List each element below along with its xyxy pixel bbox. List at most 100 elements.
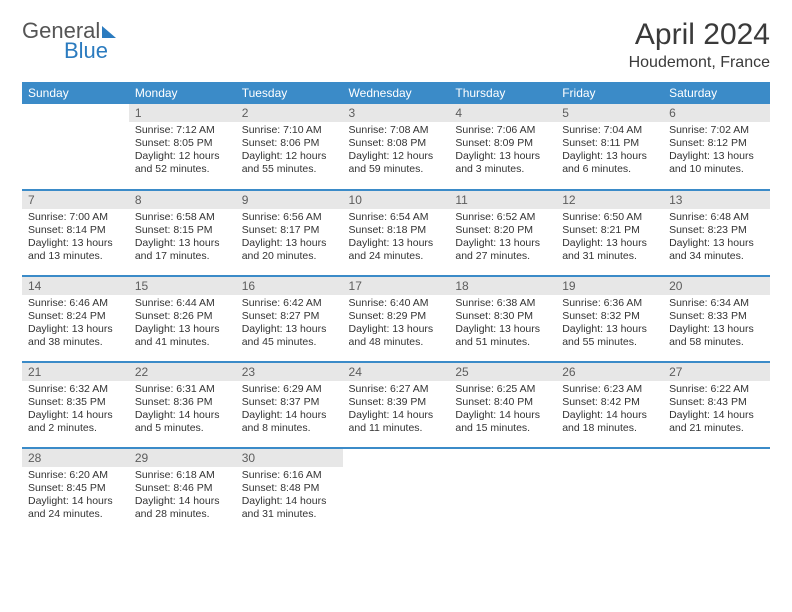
- day-number: 11: [449, 191, 556, 209]
- calendar-cell: [343, 448, 450, 534]
- day-number: 10: [343, 191, 450, 209]
- day-details: Sunrise: 6:56 AMSunset: 8:17 PMDaylight:…: [236, 209, 343, 268]
- brand-triangle-icon: [102, 26, 116, 38]
- calendar-body: 1Sunrise: 7:12 AMSunset: 8:05 PMDaylight…: [22, 104, 770, 534]
- calendar-cell: 8Sunrise: 6:58 AMSunset: 8:15 PMDaylight…: [129, 190, 236, 276]
- calendar-cell: 5Sunrise: 7:04 AMSunset: 8:11 PMDaylight…: [556, 104, 663, 190]
- day-number: 16: [236, 277, 343, 295]
- day-number: 12: [556, 191, 663, 209]
- calendar-week-row: 21Sunrise: 6:32 AMSunset: 8:35 PMDayligh…: [22, 362, 770, 448]
- calendar-cell: 10Sunrise: 6:54 AMSunset: 8:18 PMDayligh…: [343, 190, 450, 276]
- calendar-cell: 11Sunrise: 6:52 AMSunset: 8:20 PMDayligh…: [449, 190, 556, 276]
- calendar-week-row: 1Sunrise: 7:12 AMSunset: 8:05 PMDaylight…: [22, 104, 770, 190]
- weekday-header: Sunday: [22, 82, 129, 104]
- day-details: Sunrise: 6:58 AMSunset: 8:15 PMDaylight:…: [129, 209, 236, 268]
- day-number: 5: [556, 104, 663, 122]
- calendar-cell: 7Sunrise: 7:00 AMSunset: 8:14 PMDaylight…: [22, 190, 129, 276]
- calendar-cell: 21Sunrise: 6:32 AMSunset: 8:35 PMDayligh…: [22, 362, 129, 448]
- day-number: 25: [449, 363, 556, 381]
- day-number: 26: [556, 363, 663, 381]
- day-details: Sunrise: 6:34 AMSunset: 8:33 PMDaylight:…: [663, 295, 770, 354]
- day-number: 21: [22, 363, 129, 381]
- day-details: Sunrise: 6:32 AMSunset: 8:35 PMDaylight:…: [22, 381, 129, 440]
- location-label: Houdemont, France: [629, 54, 770, 72]
- brand-logo: General Blue: [22, 18, 117, 64]
- day-number: 30: [236, 449, 343, 467]
- calendar-cell: 20Sunrise: 6:34 AMSunset: 8:33 PMDayligh…: [663, 276, 770, 362]
- calendar-cell: 2Sunrise: 7:10 AMSunset: 8:06 PMDaylight…: [236, 104, 343, 190]
- day-details: Sunrise: 6:38 AMSunset: 8:30 PMDaylight:…: [449, 295, 556, 354]
- day-details: Sunrise: 6:25 AMSunset: 8:40 PMDaylight:…: [449, 381, 556, 440]
- calendar-cell: 28Sunrise: 6:20 AMSunset: 8:45 PMDayligh…: [22, 448, 129, 534]
- calendar-cell: 13Sunrise: 6:48 AMSunset: 8:23 PMDayligh…: [663, 190, 770, 276]
- day-details: Sunrise: 6:29 AMSunset: 8:37 PMDaylight:…: [236, 381, 343, 440]
- day-number: 24: [343, 363, 450, 381]
- calendar-cell: 26Sunrise: 6:23 AMSunset: 8:42 PMDayligh…: [556, 362, 663, 448]
- day-details: Sunrise: 7:04 AMSunset: 8:11 PMDaylight:…: [556, 122, 663, 181]
- day-number: 19: [556, 277, 663, 295]
- day-details: Sunrise: 6:31 AMSunset: 8:36 PMDaylight:…: [129, 381, 236, 440]
- calendar-table: SundayMondayTuesdayWednesdayThursdayFrid…: [22, 82, 770, 534]
- day-details: Sunrise: 6:44 AMSunset: 8:26 PMDaylight:…: [129, 295, 236, 354]
- day-details: Sunrise: 6:54 AMSunset: 8:18 PMDaylight:…: [343, 209, 450, 268]
- day-details: Sunrise: 6:50 AMSunset: 8:21 PMDaylight:…: [556, 209, 663, 268]
- day-number: 22: [129, 363, 236, 381]
- day-details: Sunrise: 7:10 AMSunset: 8:06 PMDaylight:…: [236, 122, 343, 181]
- day-number: 8: [129, 191, 236, 209]
- day-number: 23: [236, 363, 343, 381]
- calendar-cell: 6Sunrise: 7:02 AMSunset: 8:12 PMDaylight…: [663, 104, 770, 190]
- day-details: Sunrise: 6:16 AMSunset: 8:48 PMDaylight:…: [236, 467, 343, 526]
- calendar-cell: 22Sunrise: 6:31 AMSunset: 8:36 PMDayligh…: [129, 362, 236, 448]
- weekday-header: Saturday: [663, 82, 770, 104]
- day-details: Sunrise: 6:42 AMSunset: 8:27 PMDaylight:…: [236, 295, 343, 354]
- calendar-cell: 23Sunrise: 6:29 AMSunset: 8:37 PMDayligh…: [236, 362, 343, 448]
- day-number: 17: [343, 277, 450, 295]
- calendar-cell: [556, 448, 663, 534]
- calendar-cell: 27Sunrise: 6:22 AMSunset: 8:43 PMDayligh…: [663, 362, 770, 448]
- calendar-cell: 17Sunrise: 6:40 AMSunset: 8:29 PMDayligh…: [343, 276, 450, 362]
- calendar-cell: 9Sunrise: 6:56 AMSunset: 8:17 PMDaylight…: [236, 190, 343, 276]
- day-number: 29: [129, 449, 236, 467]
- day-details: Sunrise: 6:36 AMSunset: 8:32 PMDaylight:…: [556, 295, 663, 354]
- calendar-cell: 12Sunrise: 6:50 AMSunset: 8:21 PMDayligh…: [556, 190, 663, 276]
- calendar-cell: 25Sunrise: 6:25 AMSunset: 8:40 PMDayligh…: [449, 362, 556, 448]
- calendar-cell: 19Sunrise: 6:36 AMSunset: 8:32 PMDayligh…: [556, 276, 663, 362]
- calendar-cell: 30Sunrise: 6:16 AMSunset: 8:48 PMDayligh…: [236, 448, 343, 534]
- day-details: Sunrise: 7:06 AMSunset: 8:09 PMDaylight:…: [449, 122, 556, 181]
- calendar-week-row: 28Sunrise: 6:20 AMSunset: 8:45 PMDayligh…: [22, 448, 770, 534]
- calendar-cell: [663, 448, 770, 534]
- weekday-header: Tuesday: [236, 82, 343, 104]
- day-details: Sunrise: 7:02 AMSunset: 8:12 PMDaylight:…: [663, 122, 770, 181]
- calendar-cell: [449, 448, 556, 534]
- day-number: 3: [343, 104, 450, 122]
- day-number: 28: [22, 449, 129, 467]
- day-details: Sunrise: 6:22 AMSunset: 8:43 PMDaylight:…: [663, 381, 770, 440]
- day-number: 7: [22, 191, 129, 209]
- day-number: 20: [663, 277, 770, 295]
- calendar-cell: 14Sunrise: 6:46 AMSunset: 8:24 PMDayligh…: [22, 276, 129, 362]
- day-number: 18: [449, 277, 556, 295]
- day-number: 14: [22, 277, 129, 295]
- day-details: Sunrise: 6:27 AMSunset: 8:39 PMDaylight:…: [343, 381, 450, 440]
- month-title: April 2024: [629, 18, 770, 52]
- weekday-header: Monday: [129, 82, 236, 104]
- day-number: 2: [236, 104, 343, 122]
- day-details: Sunrise: 7:08 AMSunset: 8:08 PMDaylight:…: [343, 122, 450, 181]
- day-number: 4: [449, 104, 556, 122]
- weekday-header: Wednesday: [343, 82, 450, 104]
- day-number: 15: [129, 277, 236, 295]
- day-details: Sunrise: 6:18 AMSunset: 8:46 PMDaylight:…: [129, 467, 236, 526]
- calendar-week-row: 14Sunrise: 6:46 AMSunset: 8:24 PMDayligh…: [22, 276, 770, 362]
- day-details: Sunrise: 6:23 AMSunset: 8:42 PMDaylight:…: [556, 381, 663, 440]
- calendar-cell: 3Sunrise: 7:08 AMSunset: 8:08 PMDaylight…: [343, 104, 450, 190]
- header: General Blue April 2024 Houdemont, Franc…: [22, 18, 770, 72]
- day-number: 6: [663, 104, 770, 122]
- brand-part2: Blue: [64, 38, 117, 64]
- calendar-cell: 4Sunrise: 7:06 AMSunset: 8:09 PMDaylight…: [449, 104, 556, 190]
- calendar-cell: 18Sunrise: 6:38 AMSunset: 8:30 PMDayligh…: [449, 276, 556, 362]
- day-details: Sunrise: 7:00 AMSunset: 8:14 PMDaylight:…: [22, 209, 129, 268]
- day-details: Sunrise: 6:46 AMSunset: 8:24 PMDaylight:…: [22, 295, 129, 354]
- calendar-cell: 15Sunrise: 6:44 AMSunset: 8:26 PMDayligh…: [129, 276, 236, 362]
- day-number: 9: [236, 191, 343, 209]
- calendar-cell: 29Sunrise: 6:18 AMSunset: 8:46 PMDayligh…: [129, 448, 236, 534]
